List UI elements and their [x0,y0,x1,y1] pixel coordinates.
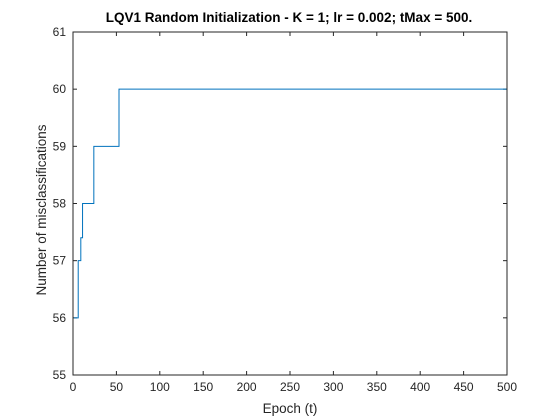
chart-title: LQV1 Random Initialization - K = 1; lr =… [106,10,472,25]
x-tick-label: 500 [497,380,517,394]
plot-area [73,32,507,375]
y-tick-label: 55 [53,368,67,382]
x-tick-label: 100 [150,380,170,394]
x-tick-label: 400 [410,380,430,394]
x-tick-label: 200 [237,380,257,394]
x-tick-label: 350 [367,380,387,394]
y-tick-label: 57 [53,254,67,268]
y-tick-label: 58 [53,197,67,211]
x-tick-label: 450 [454,380,474,394]
plot-frame [72,31,508,376]
y-tick-label: 60 [53,82,67,96]
y-axis-label: Number of misclassifications [34,124,49,295]
x-tick-label: 250 [280,380,300,394]
y-tick-label: 59 [53,139,67,153]
x-tick-label: 150 [193,380,213,394]
series-line-misclassifications [73,88,507,319]
ticks-layer: 0 50 100 150 200 250 300 350 400 450 500 55 56 57 58 59… [53,25,518,394]
y-tick-label: 56 [53,311,67,325]
x-tick-label: 50 [110,380,124,394]
x-axis-label: Epoch (t) [263,401,318,416]
x-tick-label: 300 [323,380,343,394]
x-tick-label: 0 [70,380,77,394]
y-tick-label: 61 [53,25,67,39]
